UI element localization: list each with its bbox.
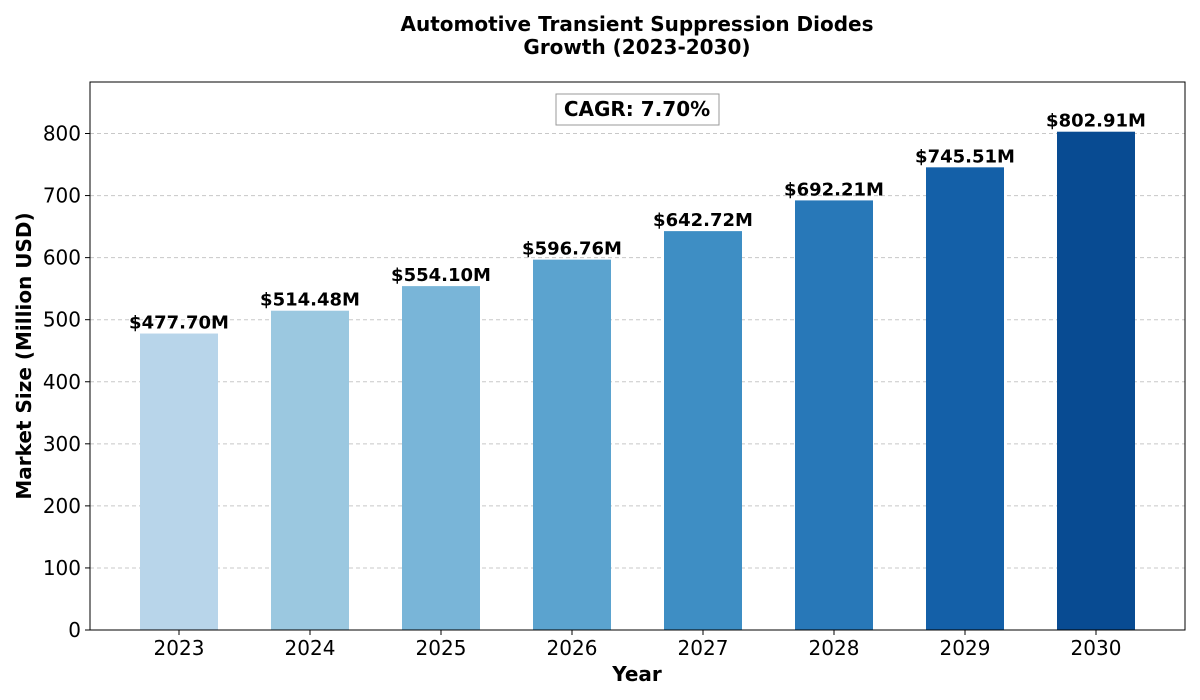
x-axis-ticks: 2023 2024 2025 2026 2027 2028 2029 2030 [154,630,1122,660]
chart-title-line-2: Growth (2023-2030) [523,35,750,59]
cagr-annotation: CAGR: 7.70% [555,93,720,126]
data-label-2024: $514.48M [260,290,360,311]
y-tick-label: 700 [43,184,81,208]
data-label-2026: $596.76M [522,239,622,260]
data-label-2029: $745.51M [915,146,1015,167]
x-tick-label-2023: 2023 [154,636,205,660]
y-axis-label: Market Size (Million USD) [12,212,36,499]
x-tick-label-2026: 2026 [547,636,598,660]
bar-2028 [795,200,873,630]
bar-2029 [926,167,1004,630]
x-axis-label: Year [611,662,662,686]
x-tick-label-2027: 2027 [678,636,729,660]
y-tick-label: 200 [43,494,81,518]
data-label-2027: $642.72M [653,210,753,231]
y-tick-label: 100 [43,556,81,580]
data-label-2030: $802.91M [1046,111,1146,132]
bar-2023 [140,333,218,630]
x-tick-label-2029: 2029 [940,636,991,660]
bar-2025 [402,286,480,630]
data-label-2028: $692.21M [784,179,884,200]
y-tick-label: 800 [43,122,81,146]
cagr-annotation-box [555,93,720,126]
y-tick-label: 0 [68,618,81,642]
bar-2027 [664,231,742,630]
chart-title-line-1: Automotive Transient Suppression Diodes [401,12,874,36]
x-tick-label-2024: 2024 [285,636,336,660]
plot-frame [89,81,1186,631]
data-label-2025: $554.10M [391,265,491,286]
x-tick-label-2030: 2030 [1071,636,1122,660]
x-tick-label-2028: 2028 [809,636,860,660]
cagr-annotation-text: CAGR: 7.70% [564,97,710,121]
y-tick-label: 600 [43,246,81,270]
data-label-2023: $477.70M [129,313,229,334]
bar-2026 [533,259,611,630]
y-axis-ticks: 0 100 200 300 400 500 600 700 800 [43,122,90,642]
bar-data-labels: $477.70M $514.48M $554.10M $596.76M $642.72M… [129,111,1146,334]
y-tick-label: 300 [43,432,81,456]
bar-2024 [271,310,349,630]
x-tick-label-2025: 2025 [416,636,467,660]
y-tick-label: 500 [43,308,81,332]
bars [140,131,1135,630]
y-tick-label: 400 [43,370,81,394]
bar-2030 [1057,131,1135,630]
gridlines [90,133,1185,569]
